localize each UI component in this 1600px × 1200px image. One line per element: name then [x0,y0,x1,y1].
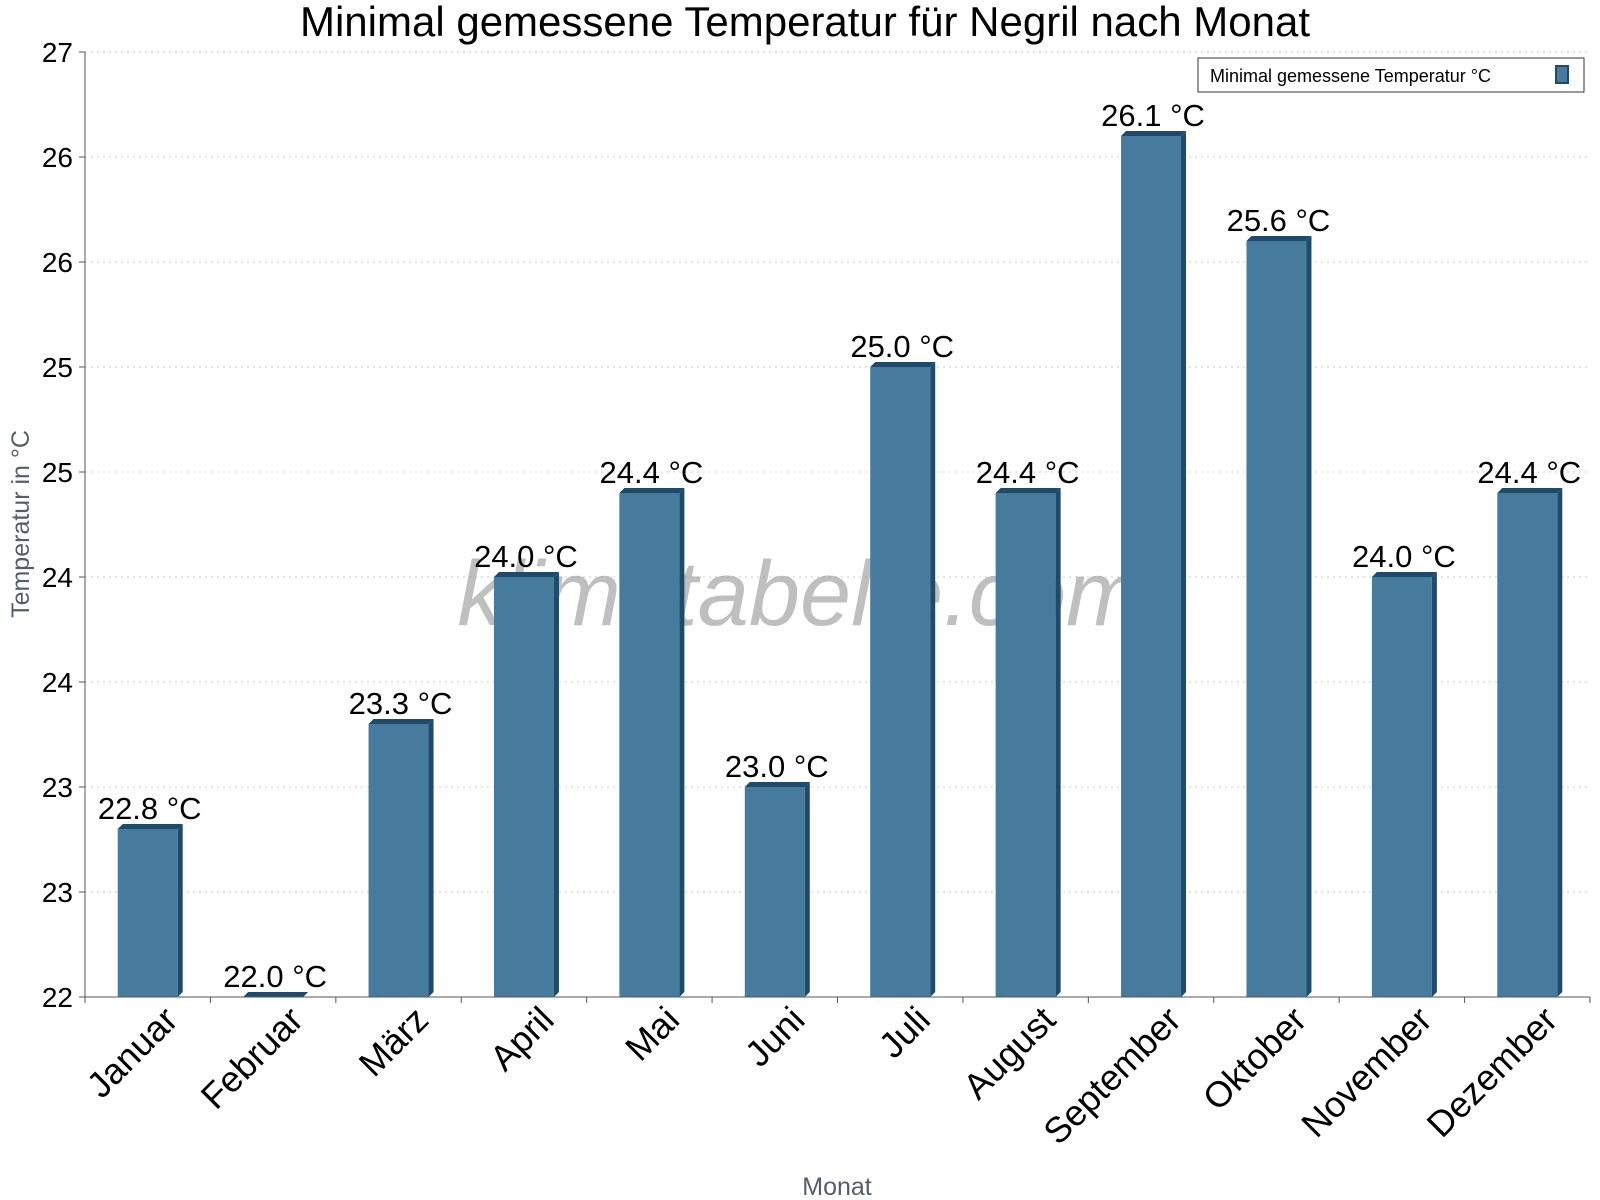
bar-face [493,577,554,997]
axes [84,52,1590,998]
data-label: 24.4 °C [976,455,1080,490]
data-label: 24.0 °C [474,539,578,574]
data-label: 26.1 °C [1101,98,1205,133]
x-tick-label: Juli [871,999,938,1066]
x-tick-label: Januar [79,999,186,1106]
x-tick-label: April [482,999,562,1079]
bar-top [493,572,559,577]
bar-juni [744,782,810,997]
legend-label: Minimal gemessene Temperatur °C [1210,66,1491,86]
bar-august [995,488,1061,997]
bar-side [553,572,559,997]
bar-face [619,493,680,997]
grid [85,51,1590,893]
bar-face [1246,241,1307,997]
x-tick-label: Februar [193,999,311,1117]
data-label: 24.4 °C [600,455,704,490]
bar-top [744,782,810,787]
bar-top [995,488,1061,493]
y-tick-label: 24 [42,667,73,698]
bar-september [1121,131,1187,997]
data-label: 23.0 °C [725,749,829,784]
y-ticks: 22 23 23 24 24 25 25 26 26 27 [42,37,85,1013]
bar-november [1371,572,1437,997]
bar-top [870,362,936,367]
bar-side [1557,488,1563,997]
legend-box [1197,57,1585,93]
y-tick-label: 23 [42,772,73,803]
bar-face [1371,577,1432,997]
bar-top [368,719,434,724]
bar-top [619,488,685,493]
bar-side [1431,572,1437,997]
bar-top [1246,236,1312,241]
bar-face [1121,136,1182,997]
chart-title: Minimal gemessene Temperatur für Negril … [300,0,1310,45]
x-axis-title: Monat [802,1173,872,1200]
bar-side [428,719,434,997]
data-label: 23.3 °C [349,686,453,721]
bar-oktober [1246,236,1312,997]
x-tick-label: März [351,999,437,1085]
y-tick-label: 25 [42,457,73,488]
legend-swatch [1555,65,1569,84]
data-label: 24.0 °C [1352,539,1456,574]
data-label: 22.0 °C [223,959,327,994]
bar-face [368,724,429,997]
y-tick-label: 26 [42,142,73,173]
data-label: 22.8 °C [98,791,202,826]
bar-side [1055,488,1061,997]
y-axis-title: Temperatur in °C [7,430,35,618]
bar-juli [870,362,936,997]
bar-face [117,829,178,997]
bars [117,131,1563,997]
bar-top [1121,131,1187,136]
bar-top [243,992,309,997]
y-tick-label: 27 [42,37,73,68]
y-tick-label: 26 [42,247,73,278]
y-tick-label: 25 [42,352,73,383]
bar-side [930,362,936,997]
bar-face [1497,493,1558,997]
bar-top [1371,572,1437,577]
bar-januar [117,824,183,997]
bar-dezember [1497,488,1563,997]
y-tick-label: 24 [42,562,73,593]
x-tick-label: August [955,999,1063,1107]
legend: Minimal gemessene Temperatur °C [1197,57,1585,93]
bar-mai [619,488,685,997]
bar-top [117,824,183,829]
bar-side [679,488,685,997]
data-label: 25.6 °C [1227,203,1331,238]
y-tick-label: 22 [42,982,73,1013]
x-tick-label: Juni [737,999,813,1075]
x-ticks: Januar Februar März April Mai Juni Juli AugustS… [79,997,1591,1153]
bar-side [1181,131,1187,997]
bar-side [177,824,183,997]
bar-side [804,782,810,997]
x-tick-label: November [1293,999,1439,1145]
x-tick-label: Oktober [1195,999,1315,1119]
x-tick-label: September [1035,999,1189,1153]
bar-februar [243,992,309,997]
data-label: 24.4 °C [1477,455,1581,490]
x-tick-label: Dezember [1419,999,1565,1145]
bar-face [870,367,931,997]
bar-side [1306,236,1312,997]
bar-top [1497,488,1563,493]
bar-märz [368,719,434,997]
bar-face [744,787,805,997]
bar-april [493,572,559,997]
data-label: 25.0 °C [850,329,954,364]
bar-face [995,493,1056,997]
y-tick-label: 23 [42,877,73,908]
data-labels: 22.8 °C 22.0 °C 23.3 °C 24.0 °C 24.4 °C 23.0 … [98,98,1581,994]
x-tick-label: Mai [617,999,687,1069]
